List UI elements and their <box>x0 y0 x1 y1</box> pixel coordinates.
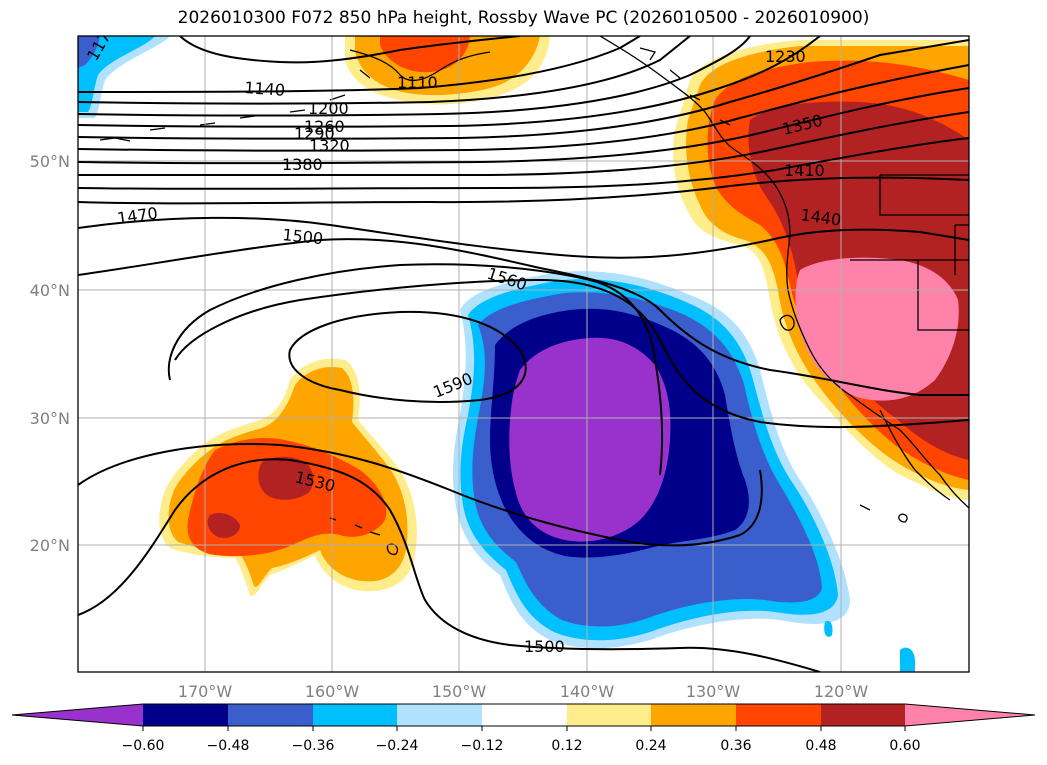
colorbar-tick-label: 0.36 <box>720 738 751 754</box>
contour-line <box>78 443 763 547</box>
contour-line <box>78 64 969 152</box>
contour-label: 1140 <box>244 78 286 100</box>
contour-label: 1320 <box>309 136 350 155</box>
contour-line <box>78 238 969 396</box>
contour-line <box>78 36 821 128</box>
contour-label: 1290 <box>294 124 335 143</box>
contour-line <box>78 36 691 105</box>
lon-label: 170°W <box>178 682 233 701</box>
anomaly-nw-corner <box>78 36 155 112</box>
colorbar-tick-label: −0.60 <box>122 738 165 754</box>
colorbar-segment <box>905 704 1035 726</box>
coastline-hawaii <box>329 517 399 556</box>
lon-label: 160°W <box>305 682 360 701</box>
colorbar-tick-label: −0.48 <box>207 738 250 754</box>
coastline-vancouver <box>779 314 795 331</box>
colorbar-tick-label: −0.12 <box>461 738 504 754</box>
contour-label: 1500 <box>282 225 324 248</box>
contour-line <box>78 458 821 672</box>
colorbar-segment <box>397 704 482 726</box>
contour-line <box>78 111 969 177</box>
height-contours <box>78 36 969 672</box>
anomaly-small-spot <box>824 620 833 637</box>
colorbar-segment <box>12 704 143 726</box>
anomaly-small-spot <box>900 647 915 672</box>
lat-label: 30°N <box>30 409 70 428</box>
lat-label: 50°N <box>30 152 70 171</box>
colorbar-segment <box>482 704 567 726</box>
colorbar-segment <box>567 704 651 726</box>
contour-label: 1110 <box>397 73 438 92</box>
contour-label: 1200 <box>308 99 349 118</box>
anomaly-central-pacific <box>509 337 671 542</box>
contour-labels: 1230 1140 1110 1200 1260 1290 1320 1350 … <box>83 36 842 656</box>
colorbar-ticks <box>142 726 906 731</box>
contour-label: 1230 <box>765 47 806 66</box>
contour-line <box>78 137 969 190</box>
colorbar-tick-label: −0.36 <box>292 738 335 754</box>
colorbar-tick-label: 0.48 <box>805 738 836 754</box>
map-frame <box>77 35 970 673</box>
colorbar-tick-label: 0.12 <box>551 738 582 754</box>
state-boundaries <box>850 174 969 331</box>
contour-line <box>78 36 641 93</box>
lat-label: 40°N <box>30 281 70 300</box>
colorbar: −0.60 −0.48 −0.36 −0.24 −0.12 0.12 0.24 … <box>11 703 1036 754</box>
contour-line <box>78 87 969 165</box>
contour-label: 1380 <box>282 155 323 174</box>
anomaly-hawaii <box>258 456 314 500</box>
anomaly-gulf-alaska <box>380 36 470 73</box>
anomaly-hawaii <box>207 513 240 538</box>
coastline-north-america <box>599 36 969 509</box>
contour-line <box>179 36 521 64</box>
colorbar-segment <box>821 704 905 726</box>
colorbar-segment <box>143 704 228 726</box>
contour-line <box>78 176 969 205</box>
lon-label: 150°W <box>432 682 487 701</box>
coastline-islands <box>639 47 731 126</box>
colorbar-segment <box>313 704 397 726</box>
contour-line <box>288 310 527 403</box>
latitude-labels: 50°N 40°N 30°N 20°N <box>30 152 70 555</box>
shading-layer <box>78 36 969 672</box>
anomaly-nw-corner <box>78 36 100 68</box>
colorbar-segment <box>736 704 821 726</box>
lon-label: 130°W <box>686 682 741 701</box>
colorbar-segment <box>228 704 313 726</box>
contour-line <box>174 278 969 429</box>
contour-line <box>167 263 664 476</box>
colorbar-tick-label: 0.60 <box>889 738 920 754</box>
contour-label: 1260 <box>304 117 345 136</box>
longitude-labels: 170°W 160°W 150°W 140°W 130°W 120°W <box>178 682 869 701</box>
contour-label: 1410 <box>784 161 825 180</box>
lon-label: 120°W <box>814 682 869 701</box>
contour-label: 1500 <box>524 637 565 656</box>
contour-line <box>78 36 751 117</box>
contour-line <box>78 216 969 259</box>
colorbar-tick-label: −0.24 <box>376 738 419 754</box>
lat-label: 20°N <box>30 536 70 555</box>
lon-label: 140°W <box>560 682 615 701</box>
colorbar-segment <box>651 704 736 726</box>
colorbar-tick-label: 0.24 <box>635 738 666 754</box>
map-title: 2026010300 F072 850 hPa height, Rossby W… <box>177 8 870 28</box>
coastline-alaska <box>349 49 491 82</box>
contour-line <box>78 39 969 140</box>
coastline-baja <box>859 409 951 523</box>
